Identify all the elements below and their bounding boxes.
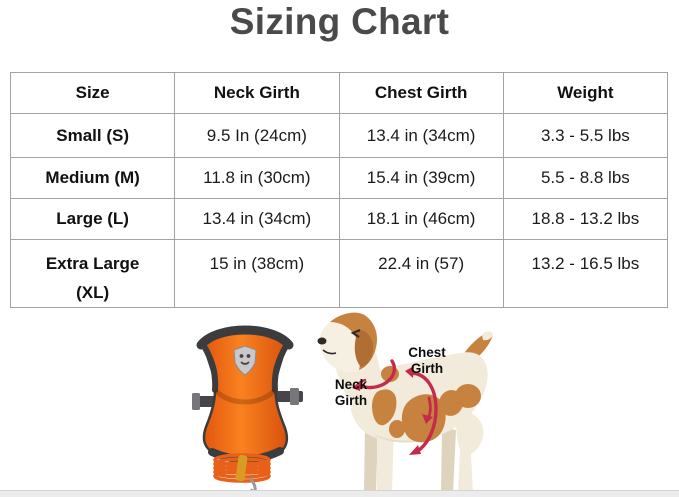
table-cell: Medium (M)	[9, 157, 176, 199]
harness-image	[192, 312, 304, 497]
neck-girth-label: Neck Girth	[334, 377, 368, 408]
table-cell: Extra Large (XL)	[9, 238, 176, 309]
harness-straps	[192, 388, 303, 410]
col-header-weight: Weight	[502, 72, 669, 114]
table-cell: 15 in (38cm)	[174, 238, 340, 309]
table-row: Large (L) 13.4 in (34cm) 18.1 in (46cm) …	[9, 198, 669, 240]
table-cell: 5.5 - 8.8 lbs	[502, 157, 669, 199]
table-cell: 22.4 in (57)	[338, 238, 504, 309]
page-title: Sizing Chart	[229, 1, 450, 42]
dog-measurement-diagram: Neck Girth Chest Girth	[315, 312, 510, 497]
dog-body	[317, 312, 493, 493]
table-cell: 18.8 - 13.2 lbs	[502, 198, 669, 240]
table-row: Extra Large (XL) 15 in (38cm) 22.4 in (5…	[9, 238, 669, 309]
chest-girth-arrow	[405, 366, 438, 455]
col-header-size: Size	[9, 72, 176, 114]
table-header-row: Size Neck Girth Chest Girth Weight	[9, 72, 669, 114]
col-header-neck: Neck Girth	[174, 72, 340, 114]
table-cell: 11.8 in (30cm)	[174, 157, 340, 199]
chest-girth-label: Chest Girth	[408, 345, 446, 376]
table-cell: 13.2 - 16.5 lbs	[502, 238, 669, 309]
table-row: Medium (M) 11.8 in (30cm) 15.4 in (39cm)…	[9, 157, 669, 199]
bottom-edge-bar	[0, 490, 679, 497]
dog-svg	[317, 312, 493, 493]
sizing-table: Size Neck Girth Chest Girth Weight Small…	[9, 72, 669, 309]
table-cell: Large (L)	[9, 198, 176, 240]
table-cell-text: Extra Large (XL)	[45, 254, 140, 302]
table-cell: 13.4 in (34cm)	[338, 113, 504, 158]
leash-coil	[213, 453, 271, 497]
table-row: Small (S) 9.5 In (24cm) 13.4 in (34cm) 3…	[9, 113, 669, 158]
table-cell: 3.3 - 5.5 lbs	[502, 113, 669, 158]
table-cell: 18.1 in (46cm)	[338, 198, 504, 240]
col-header-chest: Chest Girth	[338, 72, 504, 114]
table-cell: 9.5 In (24cm)	[174, 113, 340, 158]
table-cell: Small (S)	[9, 113, 176, 158]
harness-badge	[233, 345, 257, 376]
harness-svg	[192, 325, 303, 497]
table-cell: 15.4 in (39cm)	[338, 157, 504, 199]
table-cell: 13.4 in (34cm)	[174, 198, 340, 240]
neck-girth-arrow	[352, 359, 397, 391]
